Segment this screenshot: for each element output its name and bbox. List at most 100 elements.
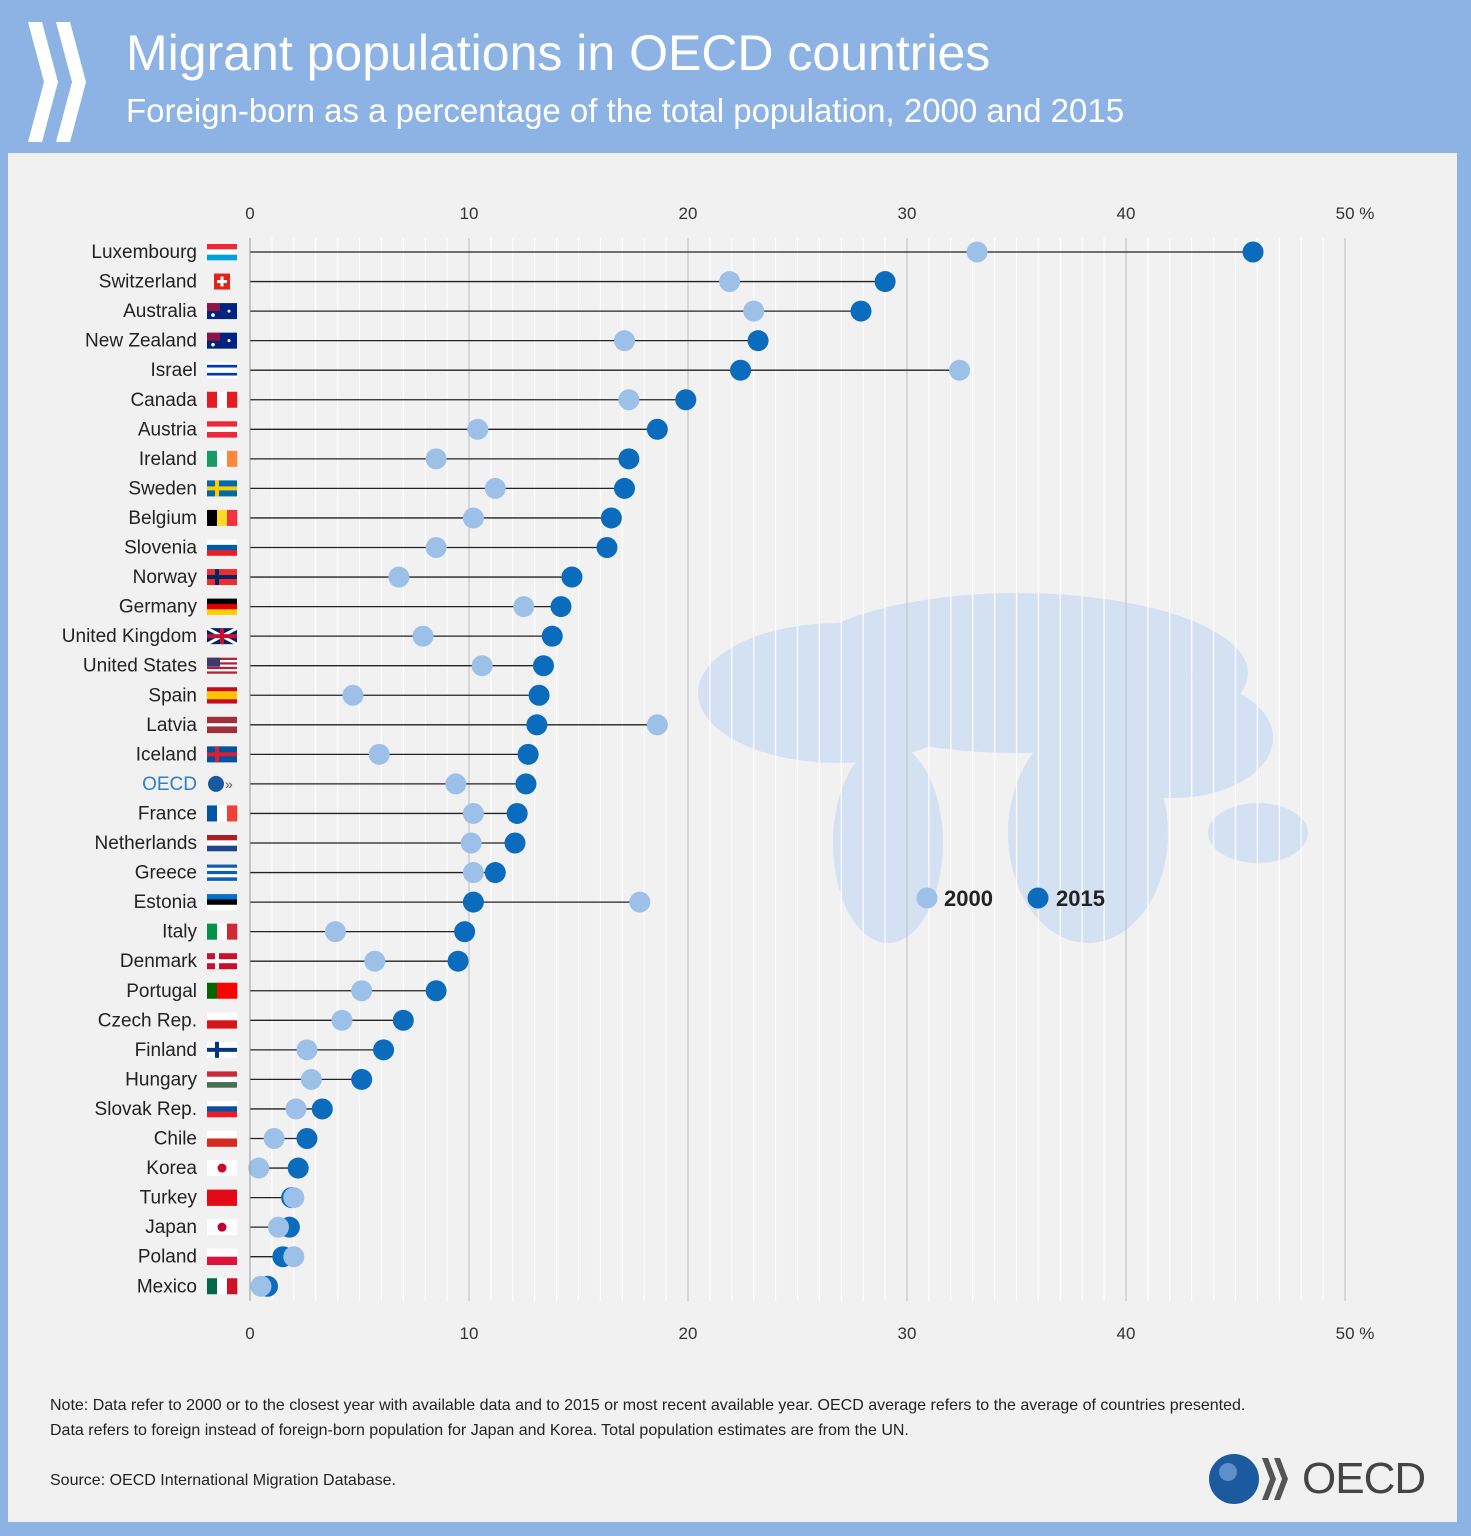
flag-star bbox=[227, 339, 231, 343]
point-2015 bbox=[454, 921, 476, 943]
flag-stripe bbox=[207, 669, 237, 672]
flag-stripe bbox=[207, 609, 237, 615]
oecd-globe-icon bbox=[208, 775, 224, 792]
point-2000 bbox=[364, 950, 386, 972]
point-2000 bbox=[425, 448, 447, 470]
world-map-shape bbox=[1073, 678, 1273, 798]
point-2015 bbox=[613, 477, 635, 499]
oecd-chevrons-icon: » bbox=[225, 776, 233, 792]
point-2015 bbox=[526, 714, 548, 736]
point-2000 bbox=[513, 596, 535, 618]
country-label: Norway bbox=[133, 567, 198, 588]
flag-cross bbox=[207, 752, 237, 757]
point-2000 bbox=[629, 891, 651, 913]
flag-stripe bbox=[207, 845, 237, 852]
country-label: OECD bbox=[142, 774, 197, 795]
country-label: Austria bbox=[138, 419, 198, 440]
country-label: Australia bbox=[123, 301, 197, 322]
x-tick-label-top: 20 bbox=[679, 204, 698, 223]
point-2015 bbox=[747, 330, 769, 352]
flag-stripe bbox=[207, 1111, 237, 1118]
country-label: New Zealand bbox=[85, 331, 197, 352]
flag-stripe bbox=[207, 426, 237, 433]
point-2000 bbox=[283, 1187, 305, 1209]
flag-stripe bbox=[207, 870, 237, 875]
flag-stripe bbox=[227, 1278, 238, 1295]
point-2000 bbox=[618, 389, 640, 411]
flag-stripe bbox=[217, 391, 228, 408]
flag-star bbox=[211, 342, 215, 347]
note-line-1: Note: Data refer to 2000 or to the close… bbox=[50, 1397, 1246, 1414]
legend-label-2015: 2015 bbox=[1056, 886, 1105, 911]
point-2015 bbox=[392, 1009, 414, 1031]
country-label: Chile bbox=[154, 1129, 197, 1150]
point-2015 bbox=[561, 566, 583, 588]
flag-stripe bbox=[207, 1082, 237, 1088]
flag-stripe bbox=[207, 840, 237, 846]
flag-stripe bbox=[217, 982, 228, 999]
point-2000 bbox=[342, 684, 364, 706]
point-2000 bbox=[388, 566, 410, 588]
flag-stripe bbox=[207, 450, 218, 467]
country-label: Iceland bbox=[136, 744, 197, 765]
flag-stripe bbox=[207, 982, 218, 999]
flag-canton bbox=[207, 657, 220, 667]
point-2000 bbox=[331, 1009, 353, 1031]
point-2000 bbox=[462, 802, 484, 824]
country-label: Portugal bbox=[126, 981, 197, 1002]
point-2015 bbox=[528, 684, 550, 706]
globe-icon bbox=[1209, 1454, 1288, 1504]
flag-stripe bbox=[207, 729, 237, 734]
flag-stripe bbox=[207, 539, 237, 546]
flag-stripe bbox=[227, 805, 238, 822]
point-2000 bbox=[285, 1098, 307, 1120]
flag-stripe bbox=[217, 450, 228, 467]
point-2000 bbox=[462, 862, 484, 884]
flag-canton bbox=[207, 332, 220, 341]
legend-marker-2000 bbox=[916, 887, 938, 909]
point-2000 bbox=[966, 241, 988, 263]
flag-stripe bbox=[207, 1278, 218, 1295]
flag-stripe bbox=[207, 726, 237, 730]
flag-cross bbox=[220, 628, 224, 645]
chart-panel: 0 0 10 10 20 20 30 30 40 40 50 % 50 % Luxembourg Swit… bbox=[8, 153, 1457, 1522]
flag-cross bbox=[217, 280, 227, 284]
oecd-brand-logo: OECD bbox=[1208, 1452, 1426, 1506]
country-label: Czech Rep. bbox=[98, 1010, 197, 1031]
country-label: Sweden bbox=[128, 478, 197, 499]
point-2015 bbox=[351, 1068, 373, 1090]
flag-stripe bbox=[217, 509, 228, 526]
point-2000 bbox=[300, 1068, 322, 1090]
source-note: Source: OECD International Migration Dat… bbox=[50, 1472, 396, 1489]
point-2015 bbox=[596, 537, 618, 558]
flag-stripe bbox=[207, 904, 237, 911]
point-2015 bbox=[447, 950, 469, 972]
flag-stripe bbox=[227, 391, 238, 408]
country-label: Latvia bbox=[146, 715, 197, 736]
country-label: Canada bbox=[130, 390, 197, 411]
x-tick-label-top: 50 % bbox=[1336, 204, 1375, 223]
point-2015 bbox=[550, 596, 572, 618]
flag-stripe bbox=[207, 367, 237, 371]
oecd-chevrons-logo bbox=[28, 22, 86, 142]
point-2015 bbox=[600, 507, 622, 529]
point-2000 bbox=[445, 773, 467, 795]
point-2000 bbox=[248, 1157, 270, 1179]
country-label: France bbox=[138, 803, 197, 824]
flag-stripe bbox=[207, 1100, 237, 1107]
point-2015 bbox=[506, 802, 528, 824]
country-label: Korea bbox=[146, 1158, 197, 1179]
point-2000 bbox=[425, 537, 447, 558]
country-label: Germany bbox=[119, 597, 198, 618]
dumbbell-chart: 0 0 10 10 20 20 30 30 40 40 50 % 50 % Luxembourg Swit… bbox=[62, 204, 1375, 1343]
flag-stripe bbox=[207, 923, 218, 940]
flag-stripe bbox=[207, 1020, 237, 1029]
point-2000 bbox=[462, 507, 484, 529]
point-2000 bbox=[267, 1216, 289, 1238]
flag-stripe bbox=[207, 805, 218, 822]
point-2000 bbox=[467, 418, 489, 440]
chart-title: Migrant populations in OECD countries bbox=[126, 25, 991, 81]
chart-subtitle: Foreign-born as a percentage of the tota… bbox=[126, 92, 1125, 129]
country-label: Mexico bbox=[137, 1276, 197, 1297]
flag-stripe bbox=[207, 867, 237, 872]
